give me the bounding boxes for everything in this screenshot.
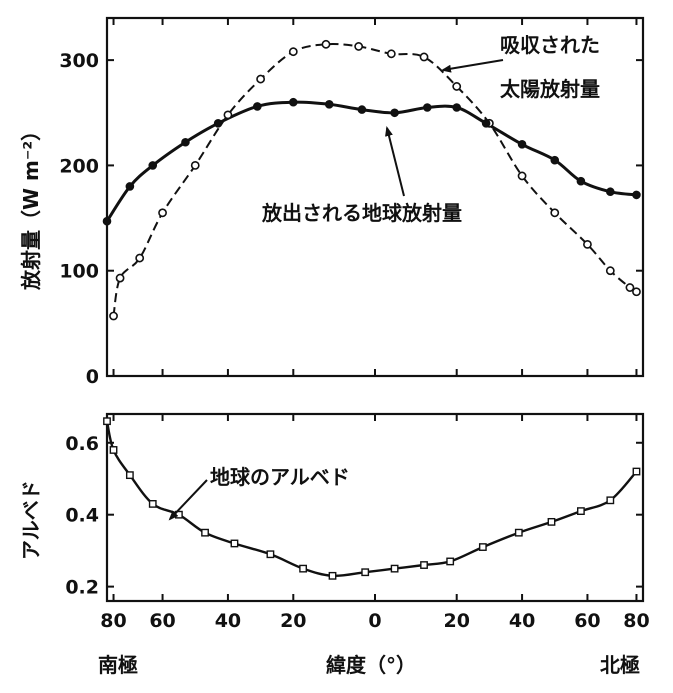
albedo-point [446, 557, 455, 566]
absorbed-solar-point [419, 52, 429, 62]
emitted-terrestrial-point [481, 118, 491, 128]
albedo-point [230, 539, 239, 548]
emitted-terrestrial-point [181, 137, 190, 147]
albedo-point [420, 561, 428, 569]
absorbed-solar-point [625, 283, 635, 292]
absorbed-solar-point [158, 208, 167, 218]
albedo-point [103, 417, 111, 426]
albedo-point [390, 564, 399, 573]
radiation-y-tick-label: 100 [59, 261, 99, 283]
albedo-y-ticks: 0.2 0.4 0.6 [65, 433, 643, 599]
absorbed-solar-point [386, 49, 396, 59]
albedo-point [328, 571, 337, 580]
albedo-line [105, 420, 638, 578]
absorbed-solar-point [632, 287, 641, 297]
south-pole-label: 南極 [98, 653, 138, 677]
albedo-point [632, 467, 641, 476]
albedo-point [361, 568, 370, 577]
albedo-y-axis-label: アルベド [19, 480, 43, 560]
north-pole-label: 北極 [600, 653, 640, 677]
absorbed-solar-point [109, 311, 118, 321]
x-tick-label: 60 [574, 610, 600, 632]
radiation-frame [105, 16, 645, 378]
emitted-terrestrial-point [324, 100, 334, 109]
absorbed-solar-point [605, 266, 615, 276]
x-tick-labels: 80 60 40 20 0 20 40 60 80 [100, 610, 649, 632]
emitted-terrestrial-point [148, 161, 158, 170]
emitted-terrestrial-point [517, 140, 527, 149]
albedo-label: 地球のアルベド [210, 465, 350, 489]
x-tick-label: 80 [100, 610, 126, 632]
albedo-annotation-arrow [168, 479, 208, 521]
x-tick-label: 20 [280, 610, 306, 632]
emitted-terrestrial-point [422, 103, 432, 112]
absorbed-solar-point [190, 161, 200, 170]
absorbed-solar-point [452, 82, 462, 91]
absorbed-solar-point [321, 39, 331, 49]
emitted-terrestrial-point [452, 103, 462, 112]
x-tick-label: 40 [509, 610, 535, 632]
albedo-point [514, 528, 523, 537]
absorbed-solar-point [135, 253, 145, 263]
absorbed-solar-point [583, 239, 592, 249]
radiation-series [102, 39, 641, 321]
albedo-point [148, 500, 157, 508]
emitted-terrestrial-point [357, 105, 367, 114]
albedo-y-tick-label: 0.6 [65, 433, 99, 455]
albedo-point [109, 446, 118, 454]
absorbed-solar-point [354, 42, 364, 51]
absorbed-label-line1: 吸収された [500, 33, 600, 57]
x-tick-label: 80 [623, 610, 649, 632]
albedo-point [478, 543, 487, 551]
x-tick-label: 60 [149, 610, 175, 632]
absorbed-solar-point [115, 273, 125, 283]
albedo-point [547, 517, 556, 526]
emitted-terrestrial-point [606, 187, 615, 197]
emitted-terrestrial-point [102, 216, 112, 226]
x-tick-label: 0 [368, 610, 381, 632]
emitted-terrestrial-point [632, 190, 641, 200]
albedo-point [299, 564, 307, 573]
emitted-terrestrial-point [288, 97, 298, 107]
albedo-series [103, 417, 641, 580]
radiation-panel: 0 100 200 300 放射量（W m⁻²） 吸収された 太陽放射量 放出される地… [19, 16, 645, 388]
albedo-point [577, 507, 585, 515]
absorbed-solar-point [517, 171, 527, 181]
radiation-y-axis-label: 放射量（W m⁻²） [19, 121, 43, 291]
albedo-point [125, 471, 134, 480]
absorbed-solar-point [256, 74, 266, 84]
emitted-label: 放出される地球放射量 [261, 201, 462, 225]
radiation-y-tick-label: 200 [59, 155, 99, 177]
absorbed-solar-point [550, 208, 560, 218]
albedo-point [201, 528, 209, 537]
albedo-y-tick-label: 0.2 [65, 577, 99, 599]
emitted-terrestrial-point [213, 118, 223, 128]
x-tick-label: 20 [443, 610, 469, 632]
emitted-terrestrial-point [253, 102, 262, 111]
albedo-point [606, 496, 615, 505]
albedo-y-tick-label: 0.4 [65, 505, 99, 527]
emitted-terrestrial-point [576, 176, 586, 186]
albedo-point [266, 550, 275, 559]
absorbed-solar-point [288, 47, 298, 57]
absorbed-solar-point [223, 110, 233, 120]
emitted-terrestrial-point [550, 155, 560, 165]
x-tick-label: 40 [215, 610, 241, 632]
albedo-panel: 0.2 0.4 0.6 アルベド 地球のアルベド [19, 412, 645, 603]
emitted-annotation-arrow [385, 126, 405, 197]
absorbed-annotation-arrow [441, 59, 504, 73]
radiation-x-ticks [112, 18, 638, 376]
albedo-frame [105, 412, 645, 603]
emitted-terrestrial-point [390, 108, 399, 118]
radiation-y-ticks: 0 100 200 300 [59, 50, 643, 388]
albedo-x-ticks [112, 414, 638, 601]
absorbed-label-line2: 太陽放射量 [500, 77, 600, 101]
x-axis-title: 緯度（°） [326, 653, 416, 677]
radiation-y-tick-label: 300 [59, 50, 99, 72]
emitted-terrestrial-point [125, 182, 135, 191]
radiation-y-tick-label: 0 [86, 366, 99, 388]
